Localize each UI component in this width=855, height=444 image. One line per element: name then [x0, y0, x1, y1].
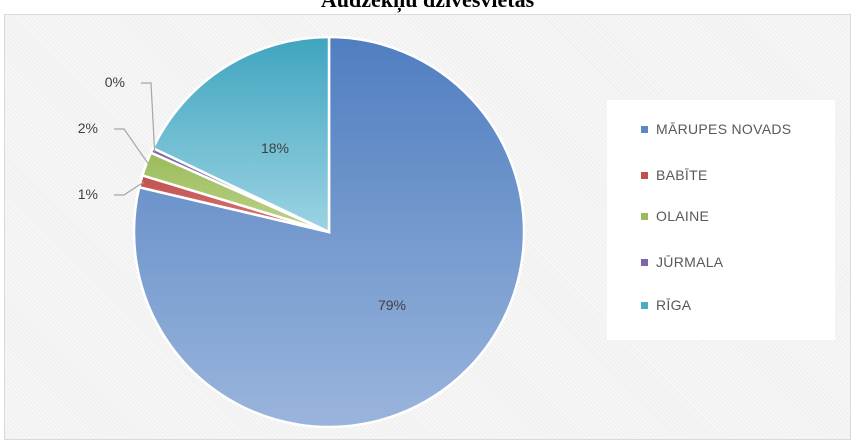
pie-slice-m-rupes-novads: [132, 35, 526, 429]
data-label: 0%: [105, 74, 125, 90]
leader-line: [141, 82, 156, 152]
leader-line: [114, 128, 150, 166]
legend-swatch: [641, 258, 648, 266]
legend-label: JŪRMALA: [656, 254, 724, 270]
data-label: 2%: [78, 120, 98, 136]
data-label: 18%: [261, 140, 289, 156]
chart-title: Audzēkņu dzīvesvietas: [0, 0, 855, 20]
legend-label: OLAINE: [656, 208, 710, 224]
legend-label: MĀRUPES NOVADS: [656, 121, 792, 137]
legend-swatch: [641, 125, 648, 133]
legend-swatch: [641, 171, 648, 179]
legend-item: OLAINE: [641, 206, 709, 226]
legend-item: JŪRMALA: [641, 252, 723, 272]
leader-line: [114, 181, 144, 196]
legend-label: RĪGA: [656, 297, 692, 313]
data-label: 79%: [378, 297, 406, 313]
chart-legend: MĀRUPES NOVADS BABĪTE OLAINE JŪRMALA RĪGA: [607, 100, 835, 340]
legend-swatch: [641, 301, 648, 309]
pie-slice-r-ga: [151, 35, 331, 234]
data-label: 1%: [78, 186, 98, 202]
legend-item: RĪGA: [641, 295, 691, 315]
legend-swatch: [641, 212, 648, 220]
legend-item: BABĪTE: [641, 165, 708, 185]
legend-label: BABĪTE: [656, 167, 708, 183]
legend-item: MĀRUPES NOVADS: [641, 119, 791, 139]
